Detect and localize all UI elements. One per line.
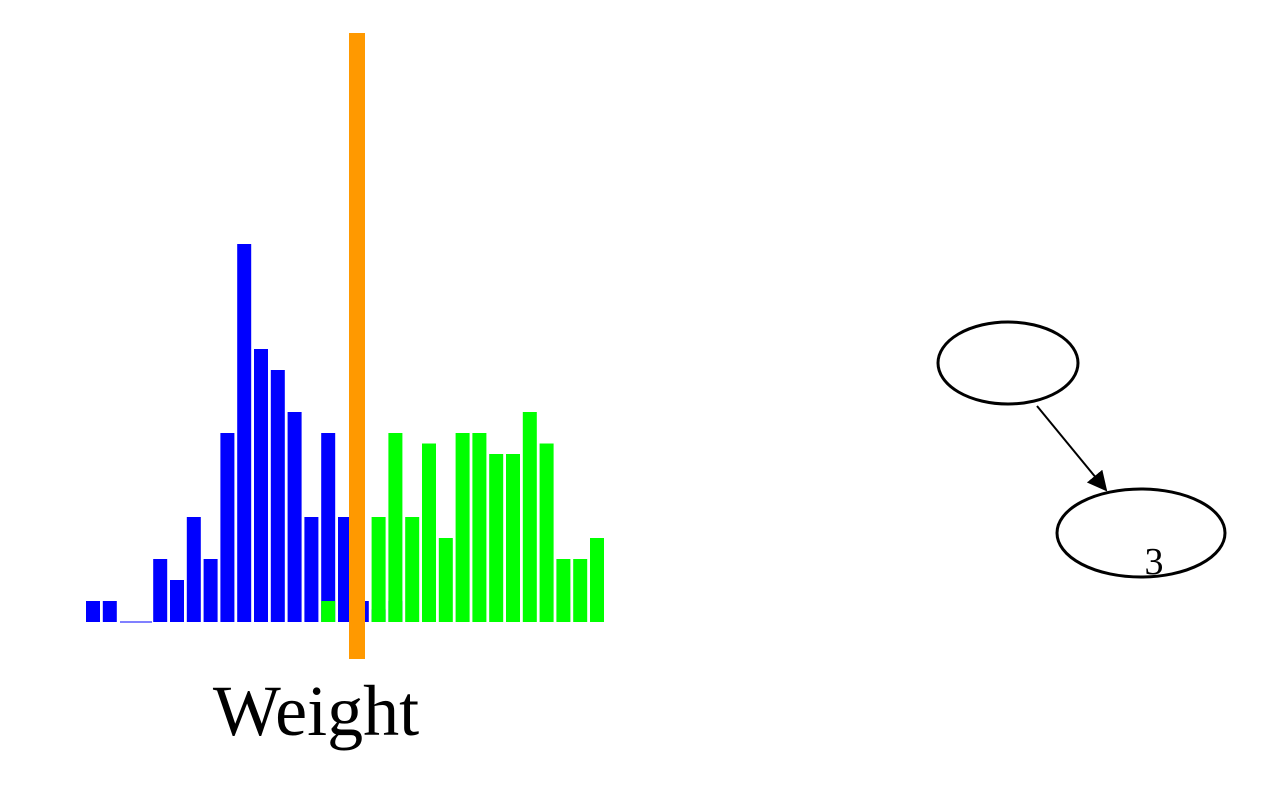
histogram-bar bbox=[287, 412, 302, 622]
histogram-bar bbox=[220, 433, 235, 622]
histogram-bar bbox=[522, 412, 537, 622]
histogram-bar bbox=[321, 601, 336, 622]
histogram-bar bbox=[573, 559, 588, 622]
histogram-bar bbox=[237, 244, 252, 622]
histogram-bar bbox=[438, 538, 453, 622]
histogram-bar bbox=[506, 454, 520, 622]
histogram-bar bbox=[338, 517, 352, 622]
decision-tree: 3 bbox=[936, 320, 1227, 583]
histogram-bar bbox=[590, 538, 604, 622]
histogram-bar bbox=[254, 349, 268, 622]
histogram-bar bbox=[489, 454, 504, 622]
weight-histogram bbox=[86, 244, 604, 623]
histogram-bar bbox=[153, 559, 168, 622]
tree-node-root bbox=[936, 320, 1080, 406]
histogram-bar bbox=[371, 517, 386, 622]
histogram-bar bbox=[321, 433, 336, 622]
histogram-bar bbox=[422, 443, 436, 622]
histogram-bar bbox=[388, 433, 403, 622]
histogram-bar bbox=[405, 517, 420, 622]
tree-node-leaf bbox=[1055, 487, 1227, 579]
histogram-bar bbox=[170, 580, 184, 622]
threshold-line bbox=[349, 33, 365, 659]
histogram-bar bbox=[186, 517, 201, 622]
histogram-bar bbox=[203, 559, 218, 622]
histogram-bar bbox=[86, 601, 100, 622]
histogram-bar bbox=[472, 433, 487, 622]
histogram-bar bbox=[539, 443, 554, 622]
histogram-bar bbox=[270, 370, 285, 622]
histogram-bar bbox=[556, 559, 571, 622]
x-axis-label: Weight bbox=[213, 671, 419, 751]
tree-node-leaf-label: 3 bbox=[1145, 541, 1164, 583]
tree-edge bbox=[1036, 405, 1108, 492]
histogram-bar bbox=[304, 517, 319, 622]
histogram-bar bbox=[455, 433, 470, 622]
histogram-bar bbox=[102, 601, 117, 622]
